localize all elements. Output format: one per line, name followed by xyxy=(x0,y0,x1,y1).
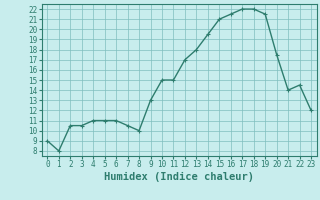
X-axis label: Humidex (Indice chaleur): Humidex (Indice chaleur) xyxy=(104,172,254,182)
